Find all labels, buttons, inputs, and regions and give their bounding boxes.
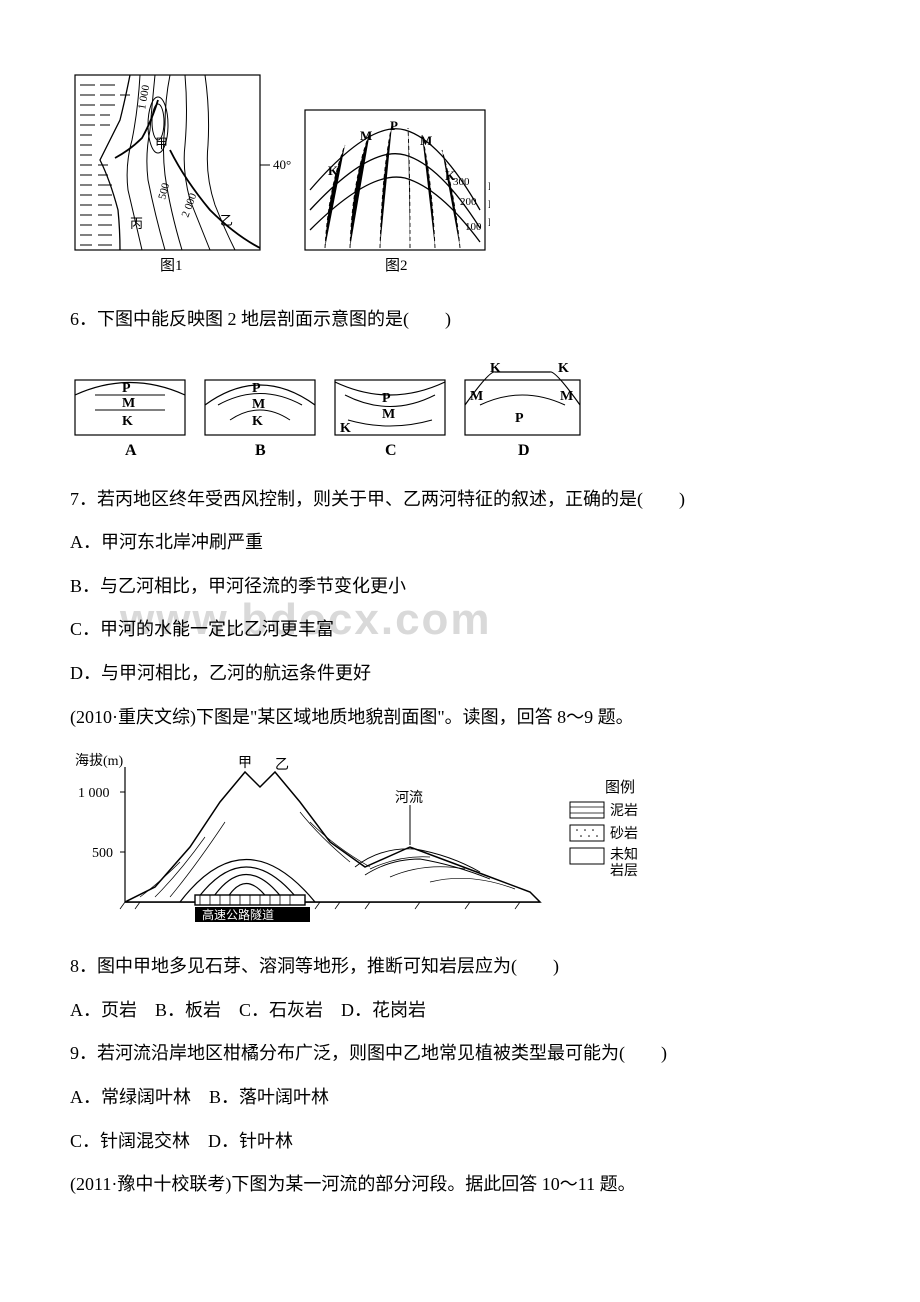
svg-text:砂岩: 砂岩 bbox=[610, 826, 638, 842]
caption-tu2: 图2 bbox=[385, 257, 408, 274]
svg-text:M: M bbox=[122, 396, 135, 411]
svg-text:A: A bbox=[125, 442, 137, 459]
figure-3: 海拔(m) 1 000 500 高速公路隧道 高速公路隧道 甲 乙 bbox=[70, 747, 850, 927]
label-1000: 1 000 bbox=[136, 84, 152, 111]
label-jia: 甲 bbox=[155, 136, 168, 151]
figure-1: 甲 乙 丙 1 000 500 2 000 40° M P M K K 300 … bbox=[70, 70, 850, 280]
svg-text:D: D bbox=[518, 442, 530, 459]
svg-text:500: 500 bbox=[92, 846, 113, 861]
q7-a: A．甲河东北岸冲刷严重 bbox=[70, 523, 850, 563]
svg-text:K: K bbox=[122, 414, 133, 429]
label-yi: 乙 bbox=[220, 213, 233, 228]
q8-stem: 8．图中甲地多见石芽、溶洞等地形，推断可知岩层应为( ) bbox=[70, 947, 850, 987]
q8-intro: (2010·重庆文综)下图是"某区域地质地貌剖面图"。读图，回答 8～9 题。 bbox=[70, 698, 850, 738]
label-300: 300 bbox=[453, 176, 470, 188]
svg-text:B: B bbox=[255, 442, 266, 459]
svg-text:K: K bbox=[252, 414, 263, 429]
q8-opts: A．页岩 B．板岩 C．石灰岩 D．花岗岩 bbox=[70, 991, 850, 1031]
svg-text:甲: 甲 bbox=[238, 756, 252, 771]
label-200: 200 bbox=[460, 196, 477, 208]
figure-2: P M K A P M K B P M K C K K M M P D bbox=[70, 350, 850, 460]
caption-tu1: 图1 bbox=[160, 257, 183, 274]
label-bing: 丙 bbox=[130, 216, 143, 231]
q7-b: B．与乙河相比，甲河径流的季节变化更小 bbox=[70, 567, 850, 607]
label-Mlayer: M地层 bbox=[488, 197, 490, 211]
label-40: 40° bbox=[273, 157, 291, 172]
svg-text:P: P bbox=[515, 411, 524, 426]
svg-text:P: P bbox=[122, 381, 131, 396]
svg-text:海拔(m): 海拔(m) bbox=[75, 753, 124, 769]
svg-text:K: K bbox=[558, 361, 569, 376]
svg-text:M: M bbox=[252, 397, 265, 412]
svg-text:河流: 河流 bbox=[395, 790, 423, 806]
q9-ab: A．常绿阔叶林 B．落叶阔叶林 bbox=[70, 1078, 850, 1118]
q10-intro: (2011·豫中十校联考)下图为某一河流的部分河段。据此回答 10～11 题。 bbox=[70, 1165, 850, 1205]
q7-stem: 7．若丙地区终年受西风控制，则关于甲、乙两河特征的叙述，正确的是( ) bbox=[70, 480, 850, 520]
svg-text:1 000: 1 000 bbox=[78, 786, 110, 801]
svg-text:C: C bbox=[385, 442, 397, 459]
svg-text:P: P bbox=[382, 391, 391, 406]
label-Player: P地层 bbox=[488, 179, 490, 193]
svg-text:P: P bbox=[252, 381, 261, 396]
svg-text:岩层: 岩层 bbox=[610, 863, 638, 879]
q9-cd: C．针阔混交林 D．针叶林 bbox=[70, 1122, 850, 1162]
svg-text:K: K bbox=[340, 421, 351, 436]
q9-stem: 9．若河流沿岸地区柑橘分布广泛，则图中乙地常见植被类型最可能为( ) bbox=[70, 1034, 850, 1074]
svg-text:M: M bbox=[382, 407, 395, 422]
label-100: 100 bbox=[465, 221, 482, 233]
svg-text:高速公路隧道: 高速公路隧道 bbox=[202, 907, 274, 922]
label-M1: M bbox=[360, 128, 372, 143]
label-Klayer: K地层 bbox=[488, 215, 490, 229]
label-K1: K bbox=[328, 163, 339, 178]
q7-c: C．甲河的水能一定比乙河更丰富 bbox=[70, 610, 850, 650]
q6-stem: 6．下图中能反映图 2 地层剖面示意图的是( ) bbox=[70, 300, 850, 340]
svg-text:泥岩: 泥岩 bbox=[610, 803, 638, 819]
svg-text:乙: 乙 bbox=[275, 757, 289, 773]
q7-d: D．与甲河相比，乙河的航运条件更好 bbox=[70, 654, 850, 694]
svg-text:K: K bbox=[490, 361, 501, 376]
svg-text:M: M bbox=[560, 389, 573, 404]
label-M2: M bbox=[420, 133, 432, 148]
svg-text:图例: 图例 bbox=[605, 779, 635, 796]
svg-text:未知: 未知 bbox=[610, 846, 638, 863]
label-500: 500 bbox=[156, 181, 172, 201]
svg-text:M: M bbox=[470, 389, 483, 404]
label-P: P bbox=[390, 118, 398, 133]
